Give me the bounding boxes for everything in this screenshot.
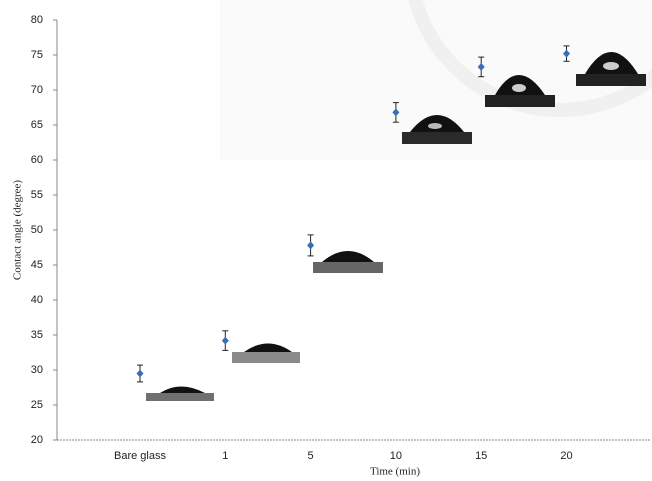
droplet [244, 343, 292, 352]
highlight [512, 84, 526, 92]
x-tick-label: 10 [390, 450, 402, 462]
substrate [576, 74, 646, 86]
x-tick-label: 5 [308, 450, 314, 462]
x-tick-label: Bare glass [114, 450, 166, 462]
y-tick-label: 80 [31, 14, 43, 26]
y-tick-label: 65 [31, 119, 43, 131]
droplet [322, 251, 374, 262]
droplet-images [146, 52, 646, 401]
y-tick-label: 35 [31, 329, 43, 341]
x-tick-label: 15 [475, 450, 487, 462]
substrate [313, 262, 383, 273]
point [221, 336, 229, 345]
x-axis-label: Time (min) [370, 466, 420, 478]
substrate [232, 352, 300, 363]
substrate [402, 132, 472, 144]
point [563, 49, 570, 58]
y-tick-label: 40 [31, 294, 43, 306]
substrate [485, 95, 555, 107]
y-tick-label: 25 [31, 399, 43, 411]
substrate [146, 393, 214, 401]
y-tick-label: 75 [31, 49, 43, 61]
y-axis-label: Contact angle (degree) [12, 180, 24, 281]
droplet [160, 386, 205, 393]
y-tick-label: 50 [31, 224, 43, 236]
y-tick-label: 70 [31, 84, 43, 96]
point [477, 62, 485, 71]
point [392, 108, 400, 117]
x-tick-label: 1 [222, 450, 228, 462]
y-tick-label: 55 [31, 189, 43, 201]
point [307, 241, 315, 250]
y-tick-label: 45 [31, 259, 43, 271]
highlight [603, 62, 619, 70]
highlight [428, 123, 442, 129]
y-tick-label: 30 [31, 364, 43, 376]
point [136, 369, 144, 378]
y-tick-label: 20 [31, 434, 43, 446]
x-tick-label: 20 [560, 450, 572, 462]
y-tick-label: 60 [31, 154, 43, 166]
